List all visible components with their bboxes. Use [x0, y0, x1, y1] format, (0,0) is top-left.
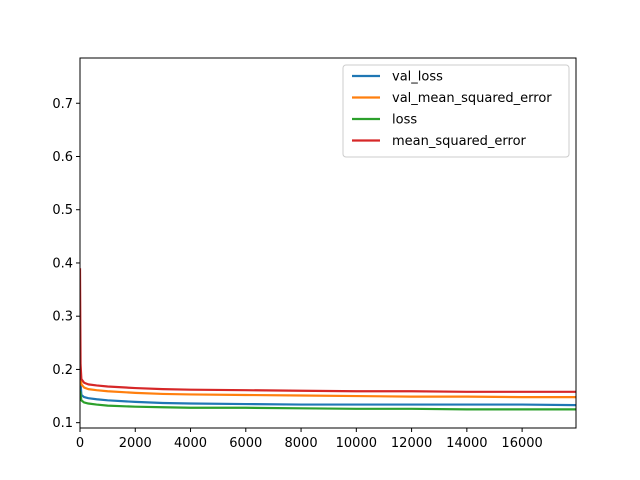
plot-frame [79, 57, 577, 429]
x-tick-label: 4000 [174, 436, 207, 451]
y-tick-label: 0.1 [52, 416, 73, 431]
x-tick-label: 2000 [119, 436, 152, 451]
x-axis: 0 2000 4000 6000 8000 10000 12000 14000 16000 [76, 428, 543, 451]
x-tick-label: 12000 [391, 436, 432, 451]
y-tick-label: 0.6 [52, 150, 73, 165]
y-axis: 0.1 0.2 0.3 0.4 0.5 0.6 0.7 [52, 97, 80, 431]
x-tick-label: 10000 [336, 436, 377, 451]
legend-box [342, 64, 570, 158]
y-tick-label: 0.7 [52, 97, 73, 112]
series-line-val-mean-squared-error [80, 369, 576, 399]
series-layer [80, 268, 576, 411]
legend-label-val-mean-squared-error: val_mean_squared_error [392, 91, 552, 106]
y-tick-label: 0.2 [52, 363, 73, 378]
legend-label-loss: loss [392, 113, 417, 128]
x-tick-label: 6000 [229, 436, 262, 451]
series-line-loss [80, 390, 576, 411]
legend-label-mean-squared-error: mean_squared_error [392, 134, 527, 149]
y-tick-label: 0.3 [52, 310, 73, 325]
series-line-mean-squared-error [80, 268, 576, 393]
x-tick-label: 14000 [446, 436, 487, 451]
series-line-val-loss [80, 374, 576, 407]
y-tick-label: 0.4 [52, 256, 73, 271]
legend-label-val-loss: val_loss [392, 70, 443, 85]
y-tick-label: 0.5 [52, 203, 73, 218]
x-tick-label: 16000 [501, 436, 542, 451]
x-tick-label: 0 [76, 436, 84, 451]
x-tick-label: 8000 [285, 436, 318, 451]
